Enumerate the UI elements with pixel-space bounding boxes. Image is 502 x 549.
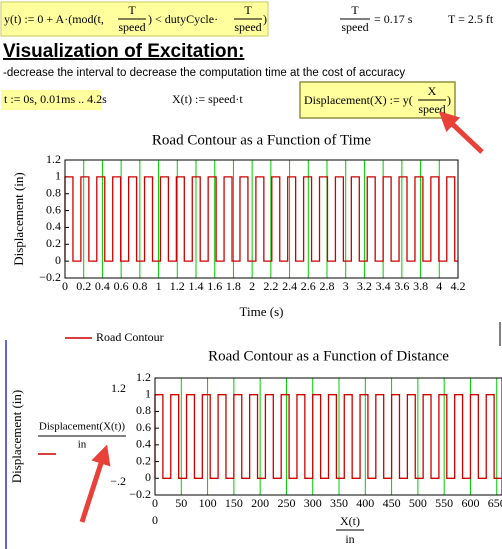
x-axis-label: X(t)	[340, 514, 360, 528]
heading: Visualization of Excitation:	[3, 41, 244, 62]
y-axis-label: Displacement (in)	[9, 390, 24, 484]
x-axis-label: in	[345, 532, 354, 546]
y-tick-label: 0.4	[136, 437, 151, 451]
plot-frame	[64, 159, 459, 279]
x-tick-label: 1.6	[207, 279, 222, 293]
y-expression: Displacement(X(t))	[39, 421, 125, 433]
formula: t := 0s, 0.01ms .. 4.2s	[4, 92, 107, 106]
x-tick-label: 0.6	[114, 279, 129, 293]
formula: Displacement(X) := y(	[304, 93, 413, 107]
formula: )	[263, 12, 267, 26]
x-tick-label: 2	[249, 279, 255, 293]
x-tick-label: 3.4	[376, 279, 391, 293]
x-tick-label: 3	[343, 279, 349, 293]
arrow	[79, 444, 111, 523]
formula: = 0.17 s	[374, 12, 413, 26]
y-tick-label: 1	[55, 169, 61, 183]
y-tick-label: 0.6	[46, 202, 61, 216]
formula: X(t) := speed·t	[172, 92, 243, 106]
x-tick-label: 2.4	[282, 279, 297, 293]
formula: speed	[118, 20, 145, 34]
x-tick-label: 1	[156, 279, 162, 293]
x-tick-label: 500	[409, 496, 427, 510]
x-tick-label: 550	[435, 496, 453, 510]
legend-label: Road Contour	[96, 330, 164, 344]
x-tick-label: 2.6	[301, 279, 316, 293]
x-tick-label: 350	[330, 496, 348, 510]
x-tick-label: 2.2	[263, 279, 278, 293]
x-tick-label: 3.8	[413, 279, 428, 293]
y-tick-label: 0.2	[46, 236, 61, 250]
formula: speed	[418, 102, 445, 116]
formula: T	[128, 3, 136, 17]
formula: T = 2.5 ft	[448, 12, 494, 26]
y-tick-label: 0.8	[136, 403, 151, 417]
y-tick-label: −0.2	[39, 270, 61, 284]
x-tick-label: 0	[62, 279, 68, 293]
y-tick-label: 1	[145, 386, 151, 400]
x-tick-label: 600	[461, 496, 479, 510]
y-tick-label: 0	[55, 253, 61, 267]
axis-limit: 0	[152, 513, 158, 527]
y-tick-label: −0.2	[129, 487, 151, 501]
x-tick-label: 3.2	[357, 279, 372, 293]
x-tick-label: 1.8	[226, 279, 241, 293]
formula: )	[447, 93, 451, 107]
x-tick-label: 400	[356, 496, 374, 510]
formula: X	[428, 84, 437, 98]
axis-limit: −.2	[110, 474, 126, 488]
x-tick-label: 0.8	[132, 279, 147, 293]
formula: ) < dutyCycle·	[148, 12, 218, 26]
chart-title: Road Contour as a Function of Distance	[208, 348, 449, 364]
x-tick-label: 650	[488, 496, 502, 510]
y-tick-label: 0.8	[46, 185, 61, 199]
formula: T	[244, 3, 252, 17]
x-tick-label: 150	[225, 496, 243, 510]
formula: speed	[234, 20, 261, 34]
x-tick-label: 0.4	[95, 279, 110, 293]
x-tick-label: 0	[152, 496, 158, 510]
chart-title: Road Contour as a Function of Time	[152, 132, 372, 148]
y-tick-label: 1.2	[136, 370, 151, 384]
formula: speed	[341, 20, 368, 34]
x-tick-label: 3.6	[394, 279, 409, 293]
plot-frame	[154, 377, 502, 496]
x-tick-label: 300	[304, 496, 322, 510]
comment: -decrease the interval to decrease the c…	[3, 67, 405, 79]
formula: y(t) := 0 + A·(mod(t,	[4, 12, 104, 26]
y-axis-label: Displacement (in)	[11, 172, 26, 266]
x-axis-label: Time (s)	[240, 304, 284, 319]
y-expression: in	[78, 439, 87, 451]
x-tick-label: 200	[251, 496, 269, 510]
x-tick-label: 50	[175, 496, 187, 510]
data-line	[154, 394, 502, 479]
highlight	[1, 90, 102, 110]
x-tick-label: 100	[199, 496, 217, 510]
x-tick-label: 4.2	[451, 279, 466, 293]
plot-area	[65, 160, 458, 278]
x-tick-label: 1.2	[170, 279, 185, 293]
y-tick-label: 1.2	[46, 152, 61, 166]
x-tick-label: 0.2	[76, 279, 91, 293]
axis-limit: 1.2	[111, 381, 126, 395]
y-tick-label: 0.6	[136, 420, 151, 434]
arrow	[438, 111, 484, 154]
x-tick-label: 250	[277, 496, 295, 510]
data-line	[64, 176, 458, 262]
x-tick-label: 450	[383, 496, 401, 510]
y-tick-label: 0.2	[136, 453, 151, 467]
y-tick-label: 0.4	[46, 219, 61, 233]
x-tick-label: 2.8	[320, 279, 335, 293]
y-tick-label: 0	[145, 470, 151, 484]
x-tick-label: 4	[436, 279, 442, 293]
formula: T	[351, 3, 359, 17]
x-tick-label: 1.4	[189, 279, 204, 293]
